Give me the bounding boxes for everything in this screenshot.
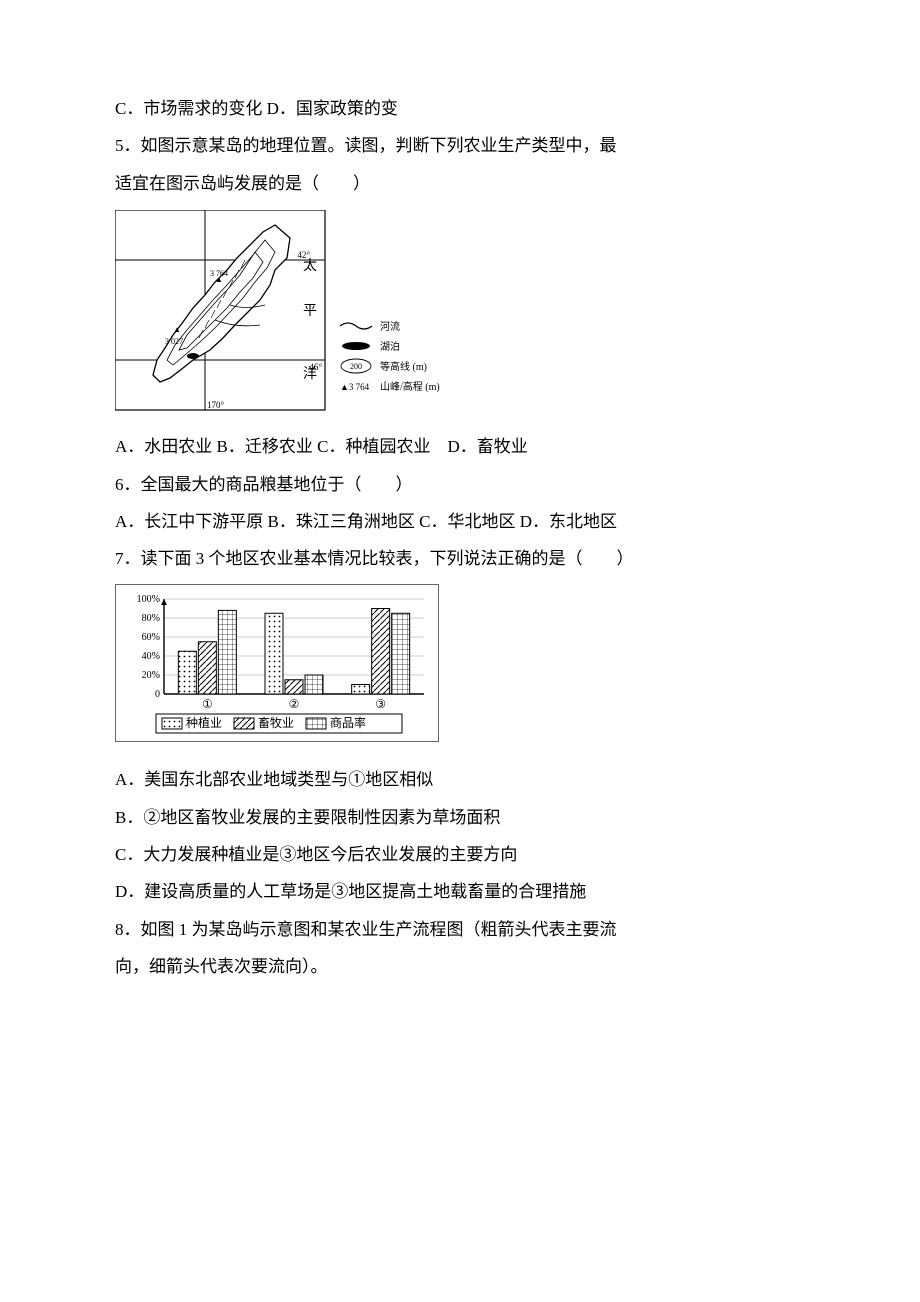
ocean-label-2: 平 (303, 304, 317, 319)
peak2-label: 3 027 (165, 337, 183, 346)
legend-contour: 等高线 (m) (380, 360, 427, 373)
q7-chart-figure: 0 20% 40% 60% 80% 100% ① ② ③ 种植业 畜牧业 商品率 (115, 584, 439, 742)
svg-text:商品率: 商品率 (330, 715, 366, 730)
lon-170: 170° (207, 400, 225, 410)
q5-stem-line1: 5．如图示意某岛的地理位置。读图，判断下列农业生产类型中，最 (115, 127, 805, 164)
q8-stem-line1: 8．如图 1 为某岛屿示意图和某农业生产流程图（粗箭头代表主要流 (115, 911, 805, 948)
q5-stem-line2: 适宜在图示岛屿发展的是（ ） (115, 165, 805, 202)
svg-text:60%: 60% (142, 632, 160, 643)
q8-stem-line2: 向，细箭头代表次要流向）。 (115, 948, 805, 985)
svg-text:40%: 40% (142, 651, 160, 662)
svg-text:100%: 100% (137, 594, 160, 605)
q7-option-a: A．美国东北部农业地域类型与①地区相似 (115, 761, 805, 798)
q5-map-figure: ▲ ▲ 3 764 3 027 太 平 洋 42° 46° 170° 河流 湖泊… (115, 210, 805, 420)
legend-river: 河流 (380, 320, 400, 333)
svg-text:①: ① (202, 697, 213, 711)
svg-text:0: 0 (155, 689, 160, 700)
q4-option-tail: C．市场需求的变化 D．国家政策的变 (115, 90, 805, 127)
q5-options: A．水田农业 B．迁移农业 C．种植园农业 D．畜牧业 (115, 428, 805, 465)
q7-option-c: C．大力发展种植业是③地区今后农业发展的主要方向 (115, 836, 805, 873)
peak1-label: 3 764 (210, 269, 228, 278)
legend-peak: 山峰/高程 (m) (380, 380, 440, 393)
q7-stem: 7．读下面 3 个地区农业基本情况比较表，下列说法正确的是（ ） (115, 540, 805, 577)
q6-stem: 6．全国最大的商品粮基地位于（ ） (115, 466, 805, 503)
svg-text:种植业: 种植业 (186, 715, 222, 730)
q6-options: A．长江中下游平原 B．珠江三角洲地区 C．华北地区 D．东北地区 (115, 503, 805, 540)
ocean-label-1: 太 (303, 258, 317, 274)
svg-text:②: ② (289, 697, 300, 711)
svg-text:畜牧业: 畜牧业 (258, 715, 294, 730)
legend-lake: 湖泊 (380, 341, 400, 353)
lat-42: 42° (297, 250, 310, 260)
legend-contour-val: 200 (350, 362, 362, 371)
svg-text:▲: ▲ (173, 325, 181, 334)
svg-text:80%: 80% (142, 613, 160, 624)
q7-option-b: B．②地区畜牧业发展的主要限制性因素为草场面积 (115, 799, 805, 836)
svg-text:③: ③ (375, 697, 386, 711)
lat-46: 46° (309, 362, 322, 372)
island-map-svg: ▲ ▲ 3 764 3 027 太 平 洋 42° 46° 170° 河流 湖泊… (115, 210, 455, 420)
legend-peak-val: ▲3 764 (340, 382, 370, 392)
q7-option-d: D．建设高质量的人工草场是③地区提高土地载畜量的合理措施 (115, 873, 805, 910)
q7-bar-chart-svg: 0 20% 40% 60% 80% 100% ① ② ③ 种植业 畜牧业 商品率 (122, 589, 432, 739)
svg-text:20%: 20% (142, 670, 160, 681)
